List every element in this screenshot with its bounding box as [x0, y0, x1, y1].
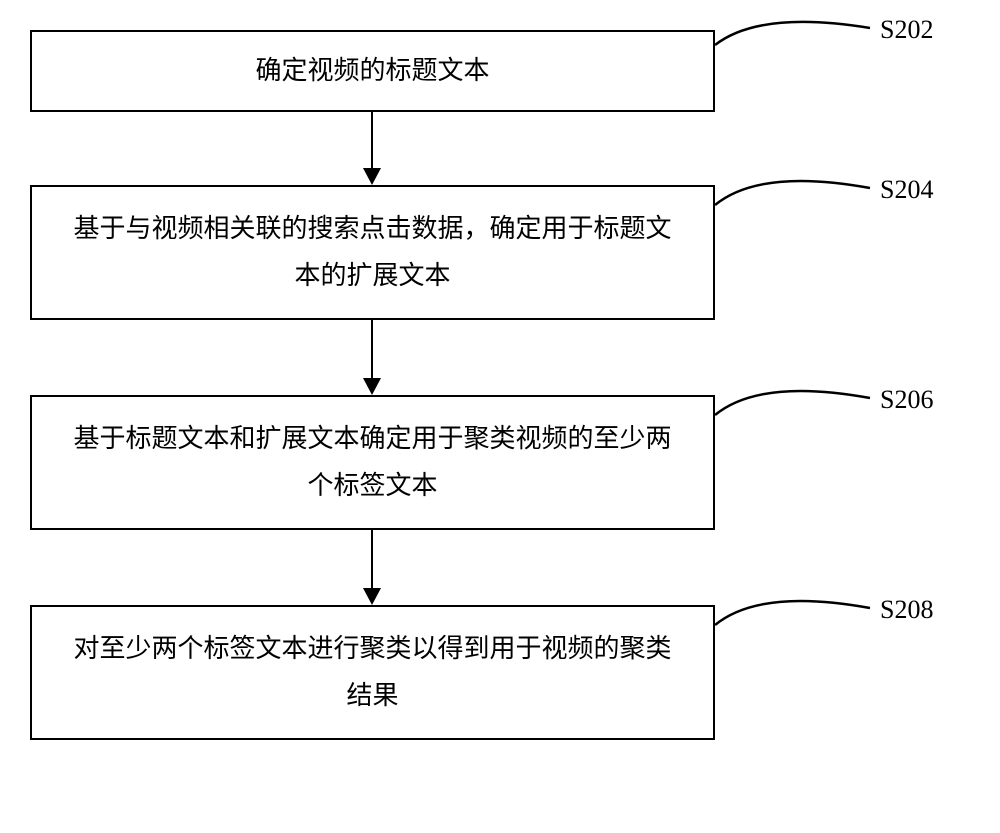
step-label-s208: S208: [880, 595, 933, 625]
flowchart-container: 确定视频的标题文本 S202 基于与视频相关联的搜索点击数据，确定用于标题文本的…: [0, 0, 1000, 833]
step-text: 对至少两个标签文本进行聚类以得到用于视频的聚类结果: [62, 626, 683, 720]
step-box-s208: 对至少两个标签文本进行聚类以得到用于视频的聚类结果: [30, 605, 715, 740]
